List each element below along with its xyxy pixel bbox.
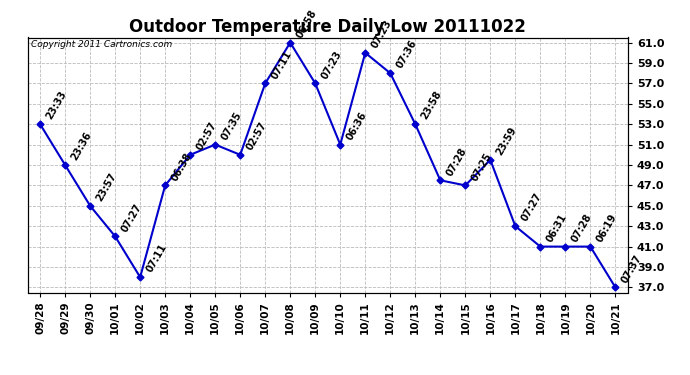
Text: 23:36: 23:36 <box>69 130 93 162</box>
Text: 06:38: 06:38 <box>169 151 194 183</box>
Title: Outdoor Temperature Daily Low 20111022: Outdoor Temperature Daily Low 20111022 <box>129 18 526 36</box>
Text: 07:27: 07:27 <box>520 192 544 224</box>
Text: 23:33: 23:33 <box>44 90 68 122</box>
Text: 07:36: 07:36 <box>395 39 419 70</box>
Text: 07:11: 07:11 <box>144 243 168 274</box>
Text: 06:58: 06:58 <box>295 8 319 40</box>
Text: 07:27: 07:27 <box>119 202 144 234</box>
Text: 23:57: 23:57 <box>95 171 119 203</box>
Text: 06:36: 06:36 <box>344 110 368 142</box>
Text: 02:57: 02:57 <box>195 120 219 152</box>
Text: 07:25: 07:25 <box>469 151 493 183</box>
Text: Copyright 2011 Cartronics.com: Copyright 2011 Cartronics.com <box>30 40 172 49</box>
Text: 07:23: 07:23 <box>369 18 393 50</box>
Text: 23:59: 23:59 <box>495 125 519 157</box>
Text: 07:35: 07:35 <box>219 110 244 142</box>
Text: 06:31: 06:31 <box>544 212 569 244</box>
Text: 07:37: 07:37 <box>620 253 644 285</box>
Text: 07:28: 07:28 <box>569 212 594 244</box>
Text: 07:28: 07:28 <box>444 146 469 177</box>
Text: 07:23: 07:23 <box>319 49 344 81</box>
Text: 07:11: 07:11 <box>269 49 293 81</box>
Text: 02:57: 02:57 <box>244 120 268 152</box>
Text: 23:58: 23:58 <box>420 90 444 122</box>
Text: 06:19: 06:19 <box>595 212 619 244</box>
